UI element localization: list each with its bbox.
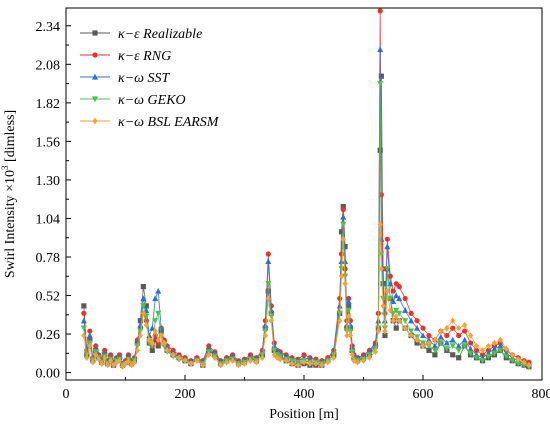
data-point [409, 311, 414, 316]
y-tick-label: 0.52 [36, 290, 61, 305]
data-point [462, 322, 467, 328]
data-point [480, 347, 485, 353]
data-point [486, 343, 491, 349]
data-point [414, 318, 419, 323]
data-point [385, 237, 390, 242]
y-tick-label: 1.30 [36, 174, 61, 189]
x-axis: 0 200 400 600 800 [63, 375, 550, 402]
legend-item: κ−ε Realizable [80, 27, 202, 42]
y-tick-label: 1.04 [36, 212, 61, 227]
y-axis-label: Swirl Intensity ×103 [dimless] [0, 110, 18, 278]
data-point [450, 337, 456, 343]
data-point [92, 30, 97, 35]
y-tick-label: 1.56 [36, 135, 61, 150]
legend-label: κ−ω BSL EARSM [118, 115, 220, 130]
y-tick-label: 0.78 [36, 251, 61, 266]
x-tick-label: 200 [175, 387, 196, 402]
legend-label: κ−ε Realizable [118, 27, 202, 42]
data-point [81, 311, 86, 316]
data-point [378, 148, 383, 153]
data-point [152, 295, 158, 301]
y-tick-label: 0.00 [36, 367, 61, 382]
x-axis-label: Position [m] [269, 407, 339, 422]
data-point [450, 326, 455, 331]
data-point [341, 207, 346, 212]
legend-label: κ−ε RNG [118, 49, 171, 64]
data-point [92, 118, 97, 124]
data-point [397, 284, 402, 289]
data-point [384, 243, 390, 249]
legend-label: κ−ω SST [118, 71, 171, 86]
data-point [342, 280, 347, 286]
data-point [456, 333, 461, 338]
data-point [468, 340, 473, 345]
data-point [403, 296, 408, 301]
data-point [450, 352, 455, 357]
y-tick-label: 2.08 [36, 58, 61, 73]
data-point [468, 332, 473, 338]
legend: κ−ε Realizable κ−ε RNG κ−ω SST κ−ω GEKO κ−ω … [80, 27, 220, 130]
data-point [340, 222, 346, 228]
data-point [402, 307, 408, 313]
x-tick-label: 0 [63, 387, 70, 402]
data-point [377, 46, 383, 52]
legend-item: κ−ε RNG [80, 49, 171, 64]
data-point [87, 332, 93, 338]
legend-item: κ−ω SST [80, 71, 171, 86]
data-point [450, 343, 456, 349]
data-point [377, 81, 383, 87]
y-tick-label: 0.26 [36, 328, 61, 343]
data-point [155, 288, 161, 294]
data-point [456, 355, 461, 360]
data-point [265, 258, 271, 264]
y-tick-label: 2.34 [36, 20, 61, 35]
data-point [81, 318, 87, 324]
legend-item: κ−ω BSL EARSM [80, 115, 220, 130]
y-tick-label: 1.82 [36, 97, 61, 112]
data-point [402, 318, 408, 324]
data-point [81, 326, 87, 332]
data-point [141, 284, 146, 289]
legend-label: κ−ω GEKO [118, 93, 186, 108]
x-tick-label: 600 [413, 387, 434, 402]
data-point [462, 328, 467, 333]
data-point [340, 214, 346, 220]
legend-item: κ−ω GEKO [80, 93, 186, 108]
x-tick-label: 800 [532, 387, 550, 402]
data-point [420, 326, 425, 331]
data-point [81, 303, 86, 308]
x-tick-label: 400 [294, 387, 315, 402]
data-point [348, 332, 353, 338]
data-point [462, 337, 468, 343]
data-point [394, 326, 399, 331]
data-point [92, 52, 97, 57]
data-point [408, 318, 414, 324]
data-point [266, 251, 271, 256]
data-point [444, 333, 449, 338]
data-point [378, 8, 383, 13]
